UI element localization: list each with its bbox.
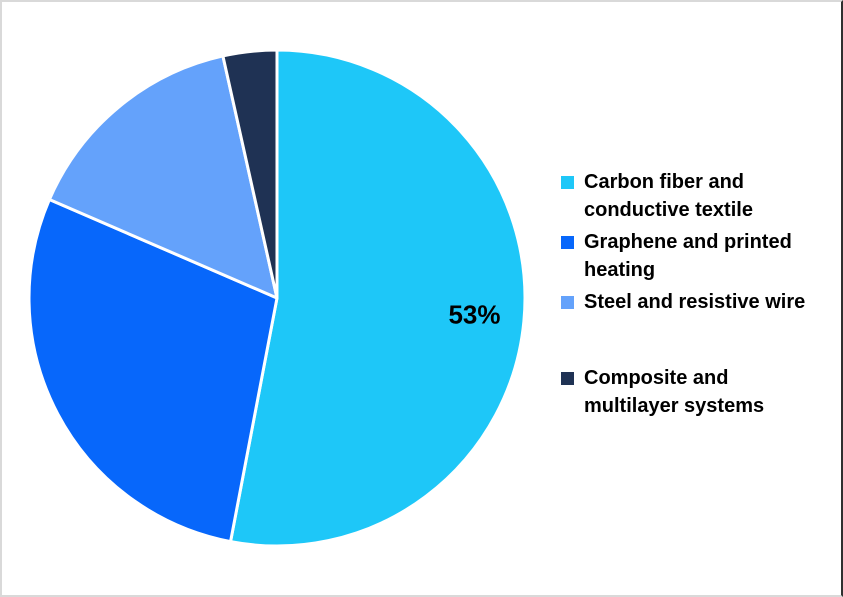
legend-swatch-icon [561, 372, 574, 385]
legend-label: Carbon fiber and conductive textile [584, 171, 753, 221]
pie-slice-0 [229, 48, 527, 548]
pie-data-label: 53% [448, 300, 500, 330]
pie-slice-1 [27, 198, 279, 544]
legend-swatch-icon [561, 176, 574, 189]
legend-item: Composite and multilayer systems [561, 364, 837, 420]
legend-item: Steel and resistive wire [561, 288, 837, 316]
legend-label: Composite and multilayer systems [584, 367, 765, 417]
pie-slice-2 [47, 54, 279, 300]
pie-slice-3 [221, 48, 279, 300]
legend-swatch-icon [561, 296, 574, 309]
legend-swatch-icon [561, 236, 574, 249]
legend-item: Carbon fiber and conductive textile [561, 168, 837, 224]
legend: Carbon fiber and conductive textile Graph… [561, 168, 837, 424]
legend-label: Steel and resistive wire [584, 291, 806, 313]
legend-item: Graphene and printed heating [561, 228, 837, 284]
legend-label: Graphene and printed heating [584, 231, 792, 281]
